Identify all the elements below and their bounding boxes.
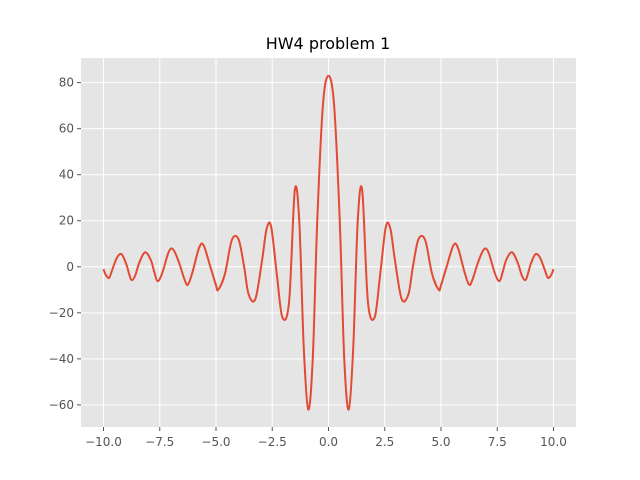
- x-tick-label: −5.0: [201, 435, 230, 449]
- y-tick-label: 40: [59, 168, 74, 182]
- x-tick-label: 7.5: [488, 435, 507, 449]
- series-line: [102, 74, 555, 411]
- y-tick-label: −40: [49, 352, 74, 366]
- x-tick-label: 2.5: [375, 435, 394, 449]
- x-tick-label: 0.0: [319, 435, 338, 449]
- x-tick-label: 10.0: [540, 435, 567, 449]
- x-tick-label: −2.5: [258, 435, 287, 449]
- y-tick-label: 60: [59, 122, 74, 136]
- y-tick-label: −60: [49, 398, 74, 412]
- series-layer: [102, 74, 555, 411]
- x-tick-label: −7.5: [145, 435, 174, 449]
- tick-labels: −10.0 −7.5 −5.0 −2.5 0.0 2.5 5.0 7.5 10.0 −60 −40 −…: [49, 76, 567, 449]
- y-tick-label: −20: [49, 306, 74, 320]
- y-tick-label: 80: [59, 76, 74, 90]
- x-tick-label: −10.0: [85, 435, 122, 449]
- grid-lines: [81, 58, 576, 427]
- y-tick-label: 0: [66, 260, 74, 274]
- axis-ticks: [77, 82, 554, 431]
- y-tick-label: 20: [59, 214, 74, 228]
- chart-title: HW4 problem 1: [266, 34, 391, 53]
- x-tick-label: 5.0: [431, 435, 450, 449]
